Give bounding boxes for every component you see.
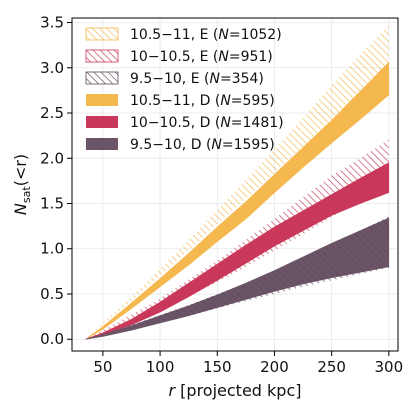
legend-label: 10−10.5, D (N=1481) <box>130 115 284 131</box>
y-axis-label-rest: (<r) <box>11 154 30 186</box>
legend-label: 10.5−11, E (N=1052) <box>130 27 282 43</box>
band-1-hatched <box>85 25 389 340</box>
y-axis-label-sub: sat <box>20 186 33 203</box>
legend-swatch <box>86 138 118 150</box>
x-tick-label: 250 <box>317 358 346 376</box>
x-axis-label-var: r <box>169 381 177 400</box>
legend-label: 9.5−10, E (N=354) <box>130 71 264 87</box>
y-tick-label: 2.0 <box>40 149 64 167</box>
x-axis-label: r [projected kpc] <box>169 381 302 400</box>
legend-label: 10−10.5, E (N=951) <box>130 49 273 65</box>
legend: 10.5−11, E (N=1052) 10−10.5, E (N=951) 9.5… <box>85 27 284 153</box>
legend-swatch <box>85 49 119 63</box>
legend-swatch <box>86 116 118 128</box>
y-tick-label: 0.0 <box>40 330 64 348</box>
x-tick-label: 100 <box>146 358 175 376</box>
legend-label: 9.5−10, D (N=1595) <box>130 137 275 153</box>
band-4-solid <box>85 61 390 340</box>
y-tick-label: 1.5 <box>40 195 64 213</box>
x-tick-label: 50 <box>93 358 112 376</box>
x-tick-label: 300 <box>375 358 404 376</box>
y-tick-label: 2.5 <box>40 104 64 122</box>
legend-swatch <box>85 71 119 85</box>
x-axis-label-unit: [projected kpc] <box>175 381 301 400</box>
band-3-hatched <box>85 216 389 340</box>
y-tick-label: 3.5 <box>40 14 64 32</box>
y-axis-label: Nsat(<r) <box>11 154 33 215</box>
legend-swatch <box>85 27 119 41</box>
y-tick-label: 0.5 <box>40 285 64 303</box>
y-tick-label: 3.0 <box>40 59 64 77</box>
y-axis-label-main: N <box>11 203 30 215</box>
x-tick-label: 150 <box>203 358 232 376</box>
plot-frame <box>71 17 399 352</box>
ticks: 50 100 150 200 250 300 0.0 0.5 1.0 1.5 2.0 2.5 3.0 3.… <box>40 14 403 376</box>
bands <box>85 25 390 340</box>
legend-swatch <box>86 94 118 106</box>
x-tick-label: 200 <box>260 358 289 376</box>
y-tick-label: 1.0 <box>40 240 64 258</box>
legend-label: 10.5−11, D (N=595) <box>130 93 275 109</box>
